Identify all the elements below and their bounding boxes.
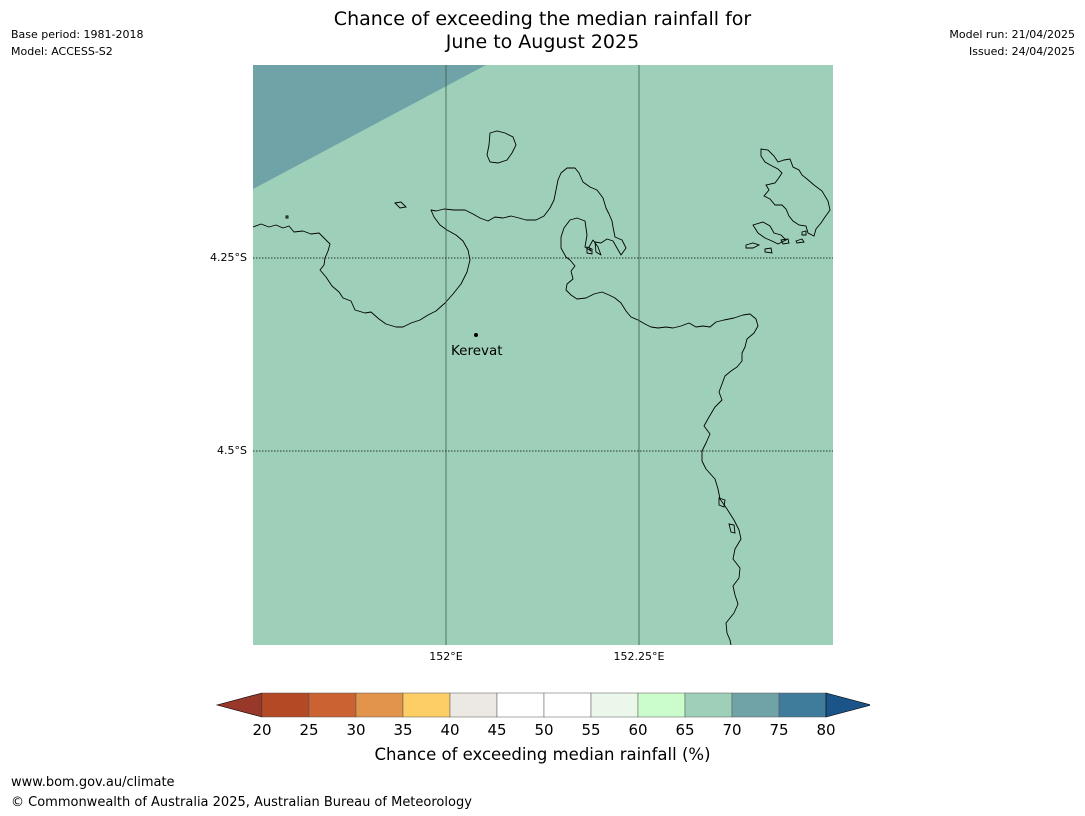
probability-fill-70-75	[253, 65, 486, 189]
colorbar-swatch-45-50	[496, 692, 545, 718]
lat-label-4-5s: 4.5°S	[217, 444, 247, 457]
colorbar-swatch-60-65	[637, 692, 686, 718]
colorbar-tick-30: 30	[346, 721, 366, 739]
map-title: Chance of exceeding the median rainfall …	[0, 8, 1085, 54]
coastline-island-north	[486, 130, 517, 164]
colorbar-tick-20: 20	[252, 721, 272, 739]
colorbar-tick-50: 50	[534, 721, 554, 739]
title-line-1: Chance of exceeding the median rainfall …	[333, 8, 752, 30]
base-period-text: Base period: 1981-2018	[11, 28, 144, 41]
colorbar-under-arrow	[215, 692, 263, 718]
run-info: Model run: 21/04/2025 Issued: 24/04/2025	[949, 26, 1075, 60]
colorbar-tick-25: 25	[299, 721, 319, 739]
colorbar-swatch-40-45	[449, 692, 498, 718]
colorbar	[215, 692, 873, 722]
colorbar-label: Chance of exceeding median rainfall (%)	[374, 745, 711, 764]
colorbar-tick-65: 65	[675, 721, 695, 739]
lat-label-4-25s: 4.25°S	[210, 251, 247, 264]
model-run-text: Model run: 21/04/2025	[949, 28, 1075, 41]
colorbar-swatch-20-25	[261, 692, 310, 718]
coastline-islet-far-west	[285, 215, 289, 219]
model-info: Base period: 1981-2018 Model: ACCESS-S2	[11, 26, 143, 60]
place-label-kerevat: Kerevat	[451, 343, 503, 359]
footer-copyright: © Commonwealth of Australia 2025, Austra…	[11, 795, 472, 810]
colorbar-tick-70: 70	[722, 721, 742, 739]
lon-label-152-25e: 152.25°E	[613, 650, 665, 663]
coastline-islands-east	[745, 148, 831, 254]
coastline-islets-southeast	[718, 497, 736, 534]
colorbar-swatch-30-35	[355, 692, 404, 718]
colorbar-swatch-25-30	[308, 692, 357, 718]
model-text: Model: ACCESS-S2	[11, 45, 113, 58]
probability-fill-65-70	[253, 65, 833, 645]
colorbar-swatch-55-60	[590, 692, 639, 718]
footer-url[interactable]: www.bom.gov.au/climate	[11, 775, 175, 790]
colorbar-tick-55: 55	[581, 721, 601, 739]
colorbar-tick-60: 60	[628, 721, 648, 739]
colorbar-tick-35: 35	[393, 721, 413, 739]
colorbar-tick-80: 80	[816, 721, 836, 739]
issued-text: Issued: 24/04/2025	[968, 45, 1075, 58]
colorbar-swatch-35-40	[402, 692, 451, 718]
colorbar-tick-40: 40	[440, 721, 460, 739]
coastline-islet-bay	[586, 246, 593, 255]
colorbar-swatch-50-55	[543, 692, 592, 718]
colorbar-tick-75: 75	[769, 721, 789, 739]
colorbar-tick-45: 45	[487, 721, 507, 739]
coastline-island-west	[394, 201, 407, 209]
lon-label-152e: 152°E	[429, 650, 463, 663]
colorbar-swatch-75-80	[778, 692, 827, 718]
kerevat-marker	[474, 333, 478, 337]
colorbar-over-arrow	[825, 692, 873, 718]
colorbar-swatches	[215, 692, 873, 718]
map-canvas[interactable]: Kerevat	[253, 65, 833, 645]
rainfall-map[interactable]: Kerevat	[253, 65, 833, 645]
colorbar-swatch-65-70	[684, 692, 733, 718]
title-line-2: June to August 2025	[445, 31, 640, 53]
colorbar-swatch-70-75	[731, 692, 780, 718]
coastline-main	[253, 167, 759, 645]
